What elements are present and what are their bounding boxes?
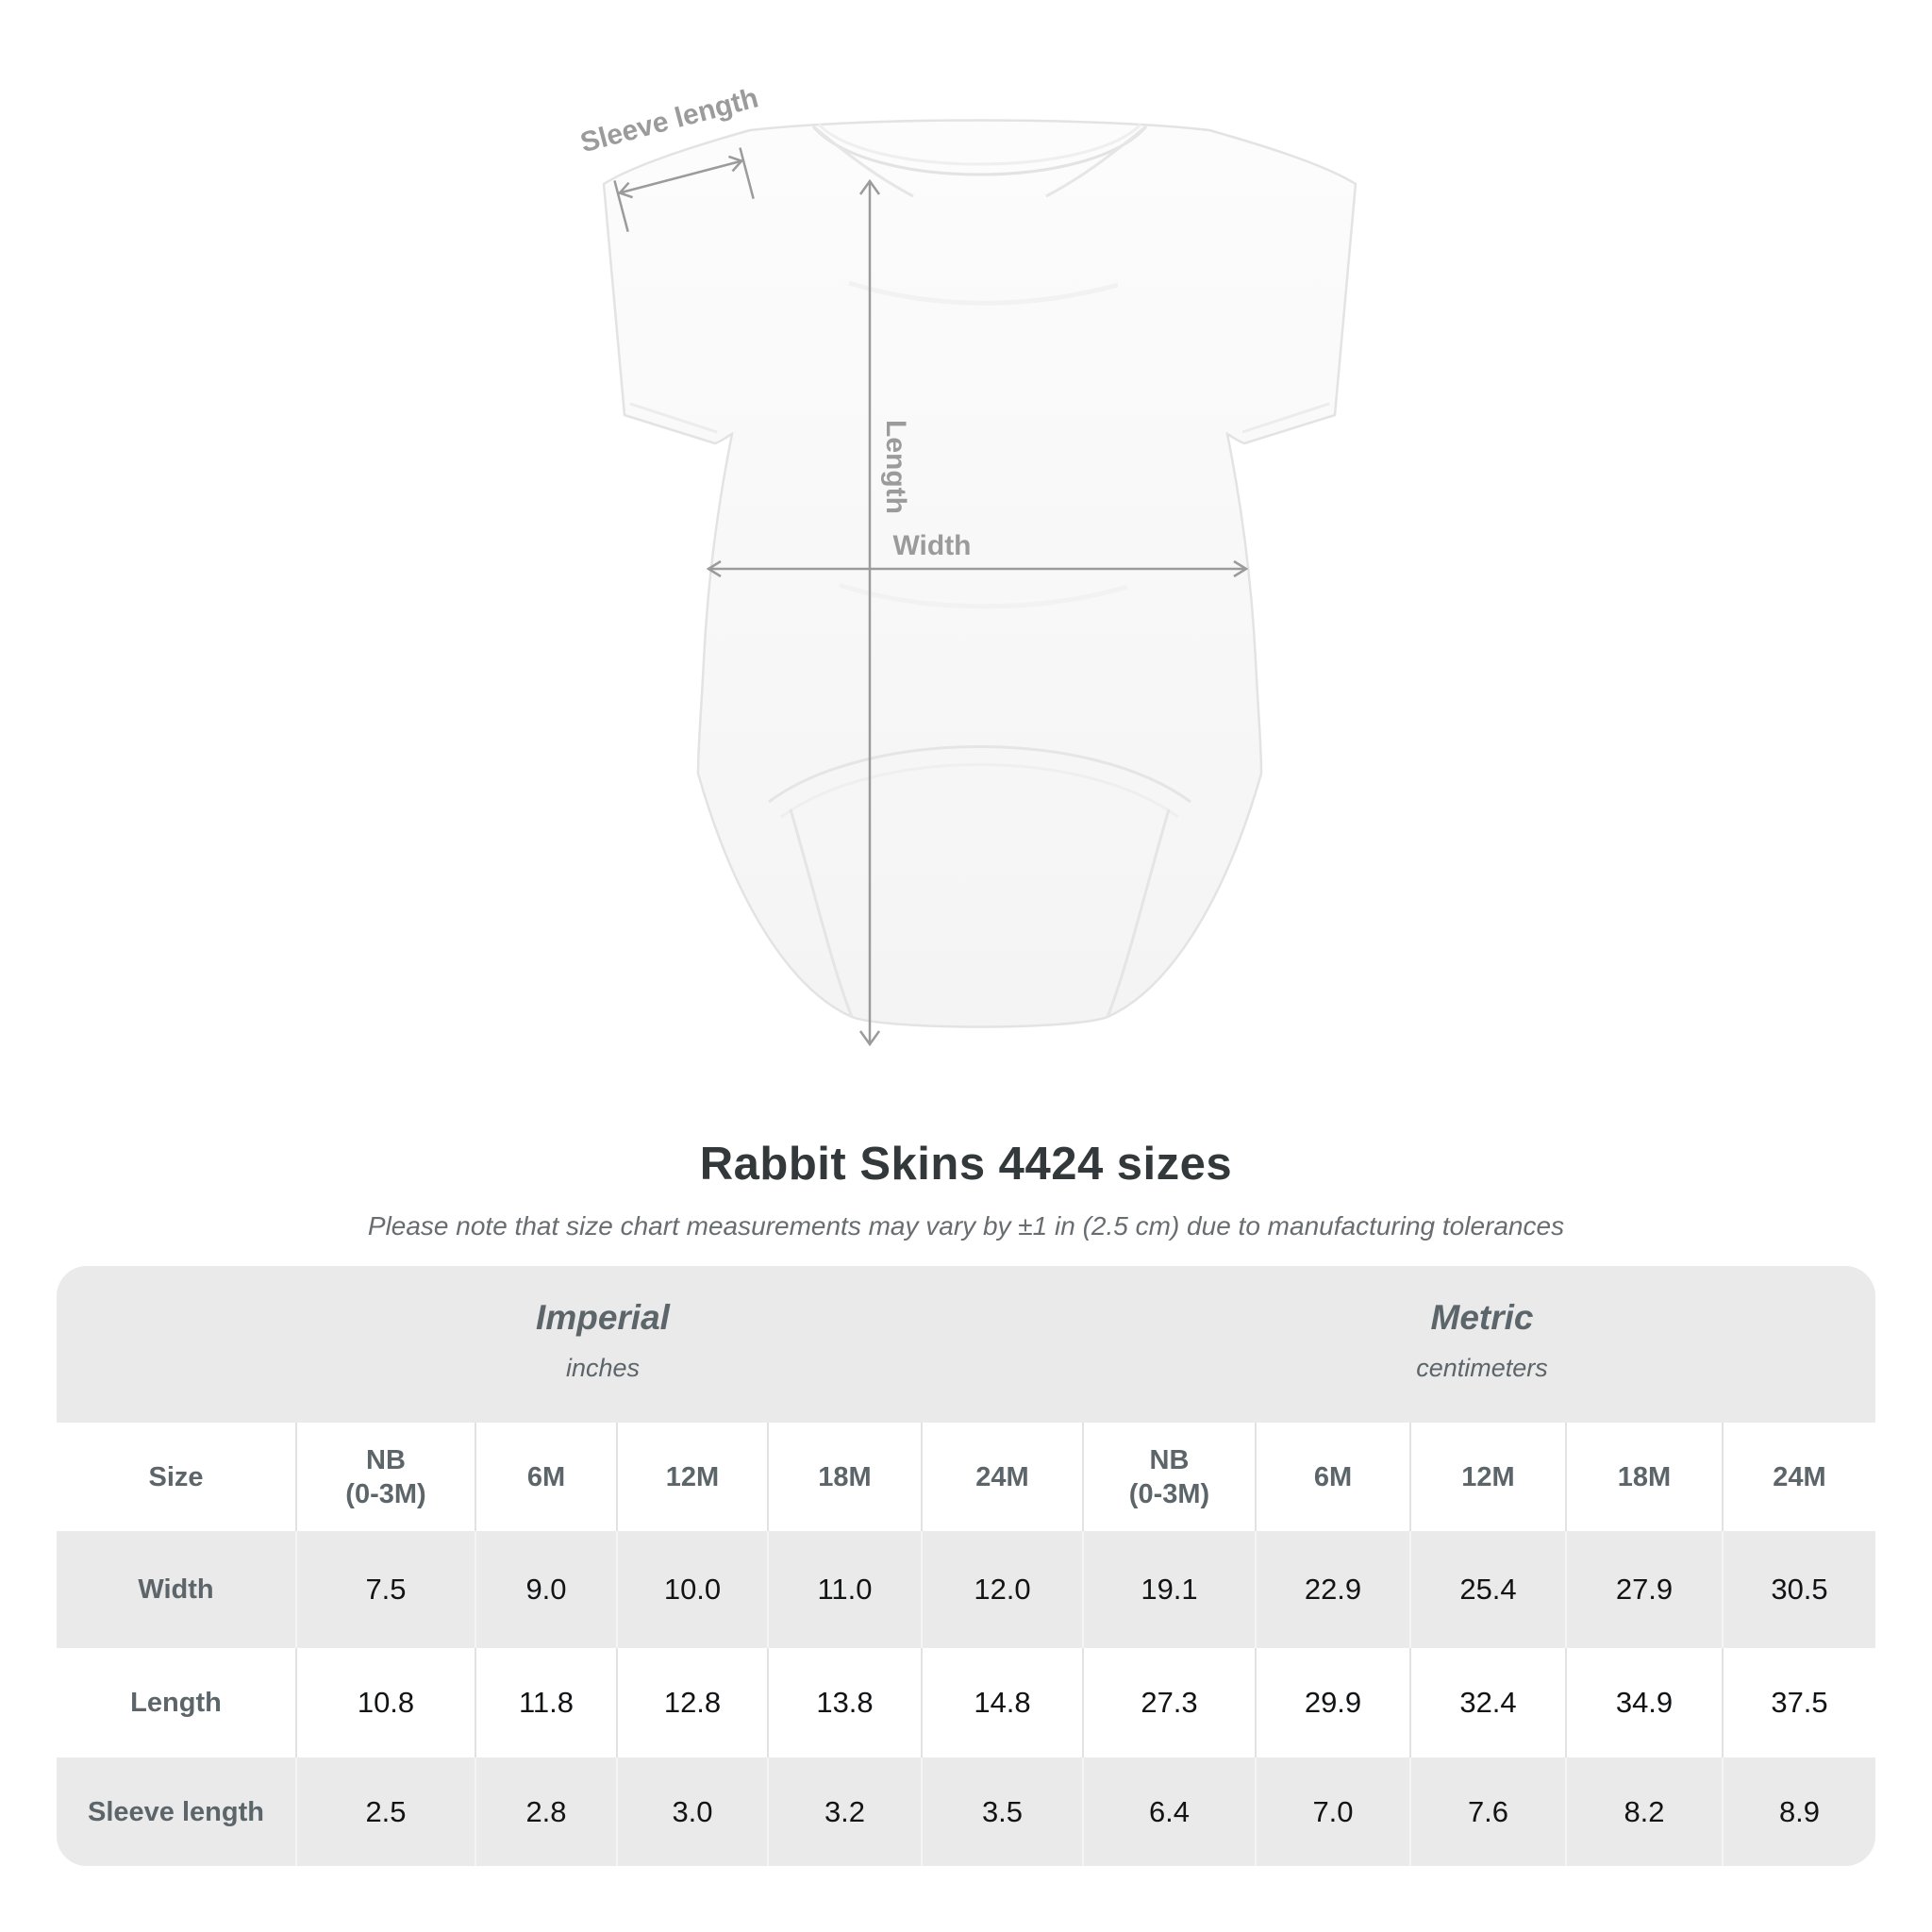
value-cell: 29.9 (1255, 1648, 1409, 1757)
right-shoulder-seam (1045, 125, 1147, 198)
metric-units: centimeters (1416, 1354, 1548, 1382)
value-cell: 3.2 (767, 1757, 921, 1866)
unit-group-imperial: Imperial inches (536, 1266, 670, 1383)
crotch-flap-band (768, 745, 1191, 804)
column-header: 18M (1565, 1423, 1722, 1531)
value-cell: 32.4 (1409, 1648, 1565, 1757)
table-row-length: Length 10.8 11.8 12.8 13.8 14.8 27.3 29.… (57, 1648, 1875, 1757)
value-cell: 3.0 (616, 1757, 767, 1866)
column-header: 12M (1409, 1423, 1565, 1531)
column-header: 24M (921, 1423, 1082, 1531)
width-dimension-label: Width (892, 530, 971, 561)
row-label: Width (138, 1574, 214, 1605)
column-header: 24M (1722, 1423, 1875, 1531)
column-header: 18M (767, 1423, 921, 1531)
tolerance-note: Please note that size chart measurements… (367, 1211, 1565, 1241)
table-row-width: Width 7.5 9.0 10.0 11.0 12.0 19.1 22.9 2… (57, 1531, 1875, 1648)
value-cell: 11.8 (475, 1648, 616, 1757)
value-cell: 34.9 (1565, 1648, 1722, 1757)
left-shoulder-seam (812, 125, 914, 198)
value-cell: 10.8 (295, 1648, 475, 1757)
column-header: 6M (1255, 1423, 1409, 1531)
units-header-row: Imperial inches Metric centimeters (57, 1266, 1875, 1423)
value-cell: 6.4 (1082, 1757, 1255, 1866)
metric-title: Metric (1430, 1298, 1534, 1337)
value-cell: 7.5 (295, 1531, 475, 1648)
left-cuff-trim (629, 402, 718, 434)
value-cell: 3.5 (921, 1757, 1082, 1866)
imperial-title: Imperial (536, 1298, 670, 1337)
row-label: Length (130, 1688, 222, 1718)
value-cell: 9.0 (475, 1531, 616, 1648)
value-cell: 2.8 (475, 1757, 616, 1866)
neckline-seam (811, 125, 1148, 176)
value-cell: 11.0 (767, 1531, 921, 1648)
column-header: NB (0-3M) (295, 1423, 475, 1531)
unit-group-metric: Metric centimeters (1416, 1266, 1548, 1383)
right-cuff-trim (1241, 402, 1330, 434)
imperial-units: inches (565, 1354, 641, 1382)
size-header-row: Size NB (0-3M) 6M 12M 18M 24M NB (0-3M) 6M… (57, 1423, 1875, 1531)
value-cell: 27.3 (1082, 1648, 1255, 1757)
value-cell: 2.5 (295, 1757, 475, 1866)
column-header: 12M (616, 1423, 767, 1531)
page-title: Rabbit Skins 4424 sizes (699, 1139, 1233, 1190)
length-dimension: Length (858, 178, 911, 1047)
onesie-illustration: Sleeve length Length Width (566, 57, 1387, 1085)
value-cell: 14.8 (921, 1648, 1082, 1757)
width-dimension: Width (706, 530, 1249, 578)
column-header: NB (0-3M) (1082, 1423, 1255, 1531)
size-column-header: Size (148, 1461, 204, 1492)
value-cell: 13.8 (767, 1648, 921, 1757)
value-cell: 22.9 (1255, 1531, 1409, 1648)
value-cell: 7.6 (1409, 1757, 1565, 1866)
value-cell: 8.9 (1722, 1757, 1875, 1866)
value-cell: 30.5 (1722, 1531, 1875, 1648)
value-cell: 25.4 (1409, 1531, 1565, 1648)
value-cell: 7.0 (1255, 1757, 1409, 1866)
size-table: Imperial inches Metric centimeters Size … (57, 1266, 1875, 1866)
table-row-sleeve-length: Sleeve length 2.5 2.8 3.0 3.2 3.5 6.4 7.… (57, 1757, 1875, 1866)
value-cell: 8.2 (1565, 1757, 1722, 1866)
onesie-body (602, 119, 1357, 1028)
value-cell: 37.5 (1722, 1648, 1875, 1757)
column-header: 6M (475, 1423, 616, 1531)
length-dimension-label: Length (880, 420, 911, 514)
value-cell: 27.9 (1565, 1531, 1722, 1648)
value-cell: 12.0 (921, 1531, 1082, 1648)
value-cell: 19.1 (1082, 1531, 1255, 1648)
value-cell: 10.0 (616, 1531, 767, 1648)
value-cell: 12.8 (616, 1648, 767, 1757)
row-label: Sleeve length (88, 1796, 264, 1827)
